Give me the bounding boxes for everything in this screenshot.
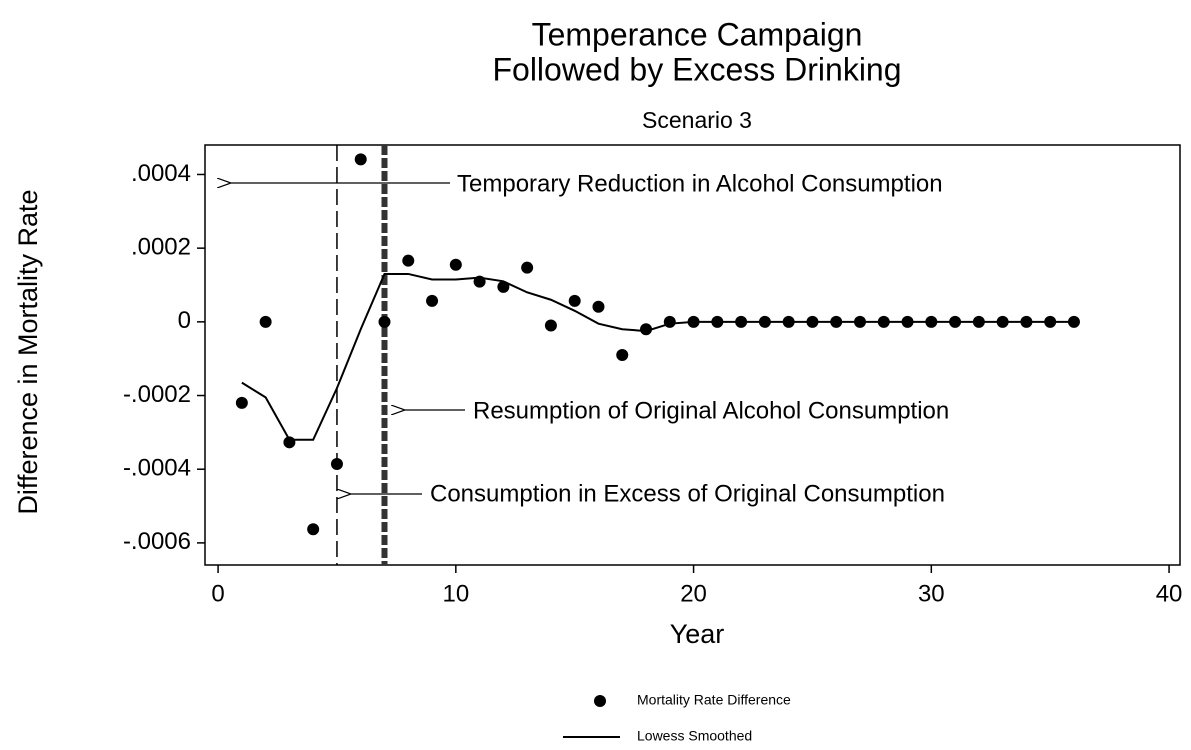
chart-title: Followed by Excess Drinking xyxy=(492,51,901,87)
data-point xyxy=(307,523,320,536)
y-tick-label: .0002 xyxy=(131,234,191,261)
data-point xyxy=(426,294,439,307)
data-point xyxy=(235,396,248,409)
x-tick-label: 10 xyxy=(442,580,469,607)
data-point xyxy=(521,261,534,274)
y-tick-label: 0 xyxy=(178,307,191,334)
data-point xyxy=(497,280,510,293)
annotation: Temporary Reduction in Alcohol Consumpti… xyxy=(457,170,943,197)
data-point xyxy=(640,323,653,336)
y-tick-label: -.0002 xyxy=(123,381,191,408)
legend-swatch xyxy=(594,695,606,707)
data-point xyxy=(568,294,581,307)
legend-label: Lowess Smoothed xyxy=(637,728,752,744)
data-point xyxy=(354,153,367,166)
data-point xyxy=(259,315,272,328)
data-point xyxy=(544,319,557,332)
data-point xyxy=(330,458,343,471)
x-tick-label: 0 xyxy=(211,580,224,607)
data-point xyxy=(449,258,462,271)
data-point xyxy=(616,349,629,361)
x-tick-label: 30 xyxy=(918,580,945,607)
data-point xyxy=(378,315,391,328)
annotation: Resumption of Original Alcohol Consumpti… xyxy=(473,397,949,424)
x-tick-label: 20 xyxy=(680,580,707,607)
y-tick-label: -.0006 xyxy=(123,528,191,555)
y-tick-label: .0004 xyxy=(131,160,191,187)
data-point xyxy=(402,254,415,267)
data-point xyxy=(663,315,676,328)
x-axis-label: Year xyxy=(670,619,725,649)
plot-frame xyxy=(204,144,1181,566)
chart-title: Temperance Campaign xyxy=(532,16,863,52)
annotation: Consumption in Excess of Original Consum… xyxy=(430,480,945,507)
chart-subtitle: Scenario 3 xyxy=(642,107,752,133)
data-point xyxy=(592,300,605,313)
smoothed-line xyxy=(241,272,1074,441)
y-axis-label: Difference in Mortality Rate xyxy=(13,189,43,514)
legend-label: Mortality Rate Difference xyxy=(637,692,791,708)
y-tick-label: -.0004 xyxy=(123,455,191,482)
x-tick-label: 40 xyxy=(1156,580,1183,607)
